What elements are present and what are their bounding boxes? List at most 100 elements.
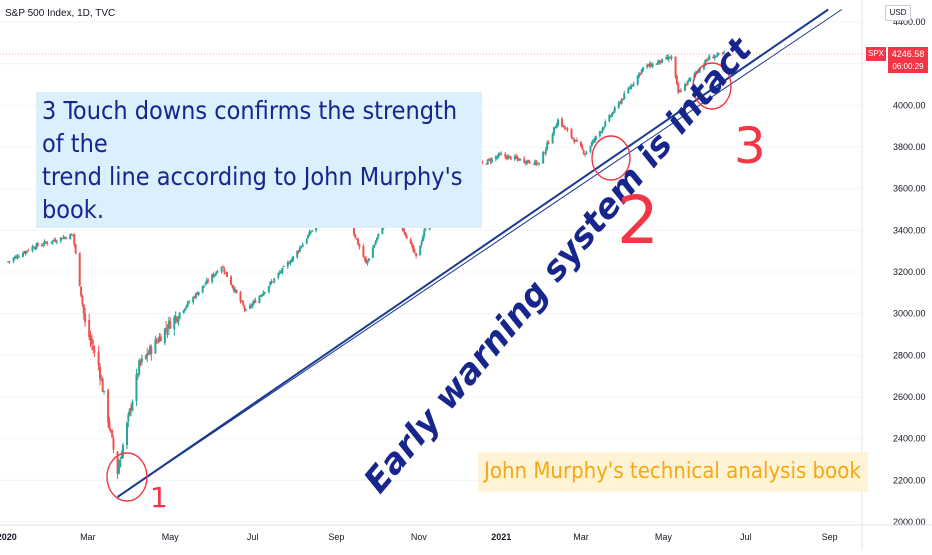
candle-body [55, 241, 58, 243]
candle-body [684, 84, 687, 91]
candle-body [193, 296, 196, 298]
x-tick-label: Jul [740, 532, 752, 542]
candle-body [585, 151, 588, 154]
candle-body [117, 465, 120, 474]
candle-body [584, 153, 587, 155]
candle-body [36, 243, 39, 246]
touch-circle [106, 452, 148, 502]
candle-body [26, 250, 29, 252]
candle-body [88, 320, 91, 338]
candle-body [555, 125, 558, 129]
book-label[interactable]: John Murphy's technical analysis book [478, 452, 868, 492]
x-tick-label: Nov [411, 532, 428, 542]
y-axis: 2000.00 2200.00 2400.00 2600.00 2800.00 3000.… [861, 0, 926, 550]
candle-body [212, 274, 215, 277]
candle-body [211, 274, 214, 282]
candle-body [278, 272, 281, 274]
candle-body [655, 63, 658, 65]
candle-body [658, 59, 661, 63]
candle-body [571, 137, 574, 139]
candle-body [63, 237, 66, 239]
candle-body [16, 256, 19, 258]
candle-body [411, 243, 414, 247]
candle-body [61, 238, 64, 240]
y-tick-label: 3800.00 [893, 142, 926, 152]
candle-body [235, 290, 238, 293]
candle-body [355, 238, 358, 240]
candle-body [65, 237, 68, 239]
candle-body [678, 90, 681, 93]
candle-body [367, 258, 370, 261]
candle-body [175, 317, 178, 322]
candle-body [17, 256, 20, 258]
candle-body [150, 346, 153, 354]
candle-body [300, 246, 303, 249]
candle-body [547, 142, 550, 144]
candle-body [34, 248, 37, 250]
candle-body [231, 284, 234, 288]
candle-body [402, 228, 405, 232]
candle-body [46, 242, 49, 244]
candle-body [601, 128, 604, 132]
candle-body [592, 139, 595, 144]
candle-body [374, 241, 377, 245]
candle-body [127, 414, 130, 421]
candle-body [84, 313, 87, 323]
candle-body [636, 75, 639, 85]
candle-body [230, 276, 233, 285]
candle-body [194, 293, 197, 298]
y-tick-label: 2000.00 [893, 517, 926, 527]
candle-body [7, 261, 10, 263]
candle-body [528, 161, 531, 164]
candle-body [192, 296, 195, 303]
candle-body [292, 256, 295, 260]
candle-body [373, 244, 376, 248]
candle-body [713, 56, 716, 59]
candle-body [116, 451, 119, 474]
candle-body [146, 353, 149, 356]
y-tick-label: 3200.00 [893, 267, 926, 277]
candle-body [288, 262, 291, 264]
candle-body [375, 237, 378, 241]
chart-title: S&P 500 Index, 1D, TVC [5, 8, 116, 19]
y-tick-label: 2800.00 [893, 350, 926, 360]
x-tick-label: 2021 [491, 532, 511, 542]
x-tick-label: May [655, 532, 673, 542]
touchdown-note[interactable]: 3 Touch downs confirms the strength of t… [36, 92, 482, 228]
candle-body [659, 60, 662, 63]
candle-body [563, 125, 566, 129]
candle-body [602, 127, 605, 129]
candle-body [629, 85, 632, 90]
candle-body [609, 115, 612, 117]
candle-body [702, 64, 705, 69]
candle-body [51, 240, 54, 243]
candle-body [207, 280, 210, 282]
candle-body [423, 230, 426, 237]
candle-body [656, 61, 659, 65]
candle-body [140, 358, 143, 363]
candle-body [509, 156, 512, 160]
candle-body [242, 302, 245, 306]
candle-body [542, 152, 545, 164]
candle-body [688, 79, 691, 81]
candle-body [82, 304, 85, 314]
candle-body [148, 346, 151, 354]
candle-body [220, 266, 223, 272]
currency-tag[interactable]: USD [885, 5, 911, 21]
candle-body [504, 153, 507, 157]
y-tick-label: 2600.00 [893, 392, 926, 402]
candle-body [21, 253, 24, 257]
candle-body [269, 282, 272, 286]
candle-body [301, 244, 304, 248]
candle-body [27, 250, 30, 252]
x-tick-label: Sep [328, 532, 344, 542]
candle-body [196, 293, 199, 295]
candle-body [111, 429, 114, 438]
candle-body [535, 160, 538, 165]
candle-body [112, 438, 115, 450]
candle-body [128, 408, 131, 415]
candle-body [44, 242, 47, 244]
trendline [116, 8, 829, 498]
candle-body [377, 233, 380, 238]
